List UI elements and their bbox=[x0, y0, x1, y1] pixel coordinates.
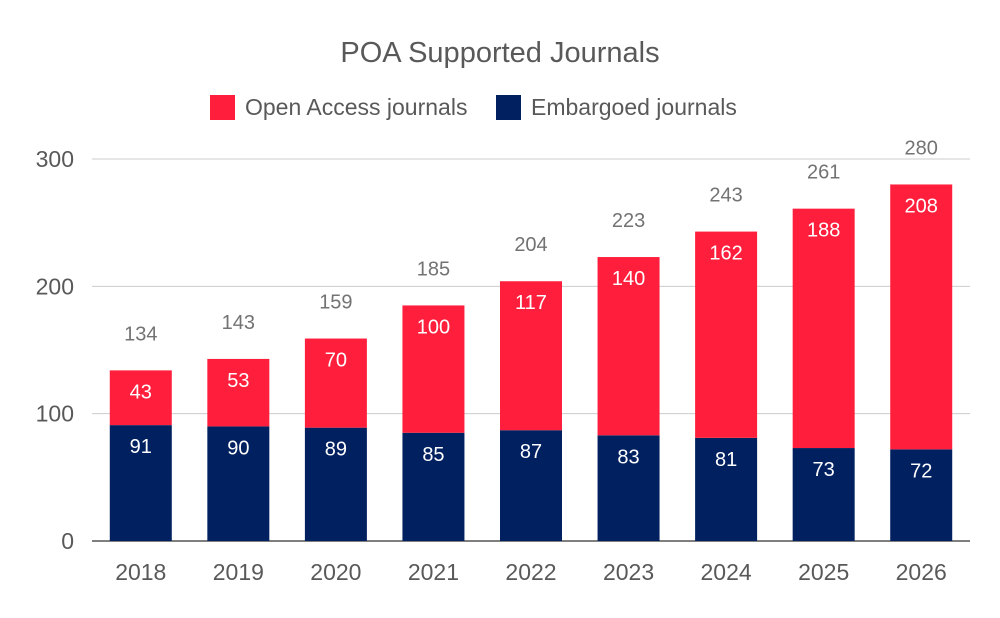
bar-segment bbox=[792, 448, 855, 541]
data-label: 53 bbox=[227, 370, 249, 392]
y-axis-ticks: 0 100 200 300 bbox=[36, 146, 74, 554]
bar-segment bbox=[695, 231, 758, 438]
bar-group: 91 43 134 bbox=[109, 323, 172, 541]
bar-segment bbox=[207, 426, 270, 541]
y-tick-label: 300 bbox=[36, 146, 74, 172]
legend-swatch bbox=[496, 95, 521, 120]
data-label: 83 bbox=[617, 446, 639, 468]
total-label: 159 bbox=[319, 292, 352, 314]
data-label: 43 bbox=[130, 381, 152, 403]
x-tick-label: 2021 bbox=[408, 559, 459, 585]
bar-group: 87 117 204 bbox=[500, 234, 562, 541]
bar-segment bbox=[304, 427, 367, 541]
total-label: 134 bbox=[124, 323, 157, 345]
data-label: 73 bbox=[813, 459, 835, 481]
x-tick-label: 2020 bbox=[310, 559, 361, 585]
x-tick-label: 2024 bbox=[701, 559, 752, 585]
bars: 91 43 134 90 53 143 89 70 159 85 100 185 87 117 204 83 1… bbox=[109, 137, 953, 541]
data-label: 87 bbox=[520, 441, 542, 463]
bar-segment bbox=[792, 208, 855, 449]
data-label: 81 bbox=[715, 449, 737, 471]
data-label: 89 bbox=[325, 439, 347, 461]
data-label: 208 bbox=[905, 195, 938, 217]
y-tick-label: 0 bbox=[61, 528, 74, 554]
total-label: 243 bbox=[709, 185, 742, 207]
bar-group: 85 100 185 bbox=[402, 258, 465, 541]
bar-segment bbox=[890, 449, 953, 541]
data-label: 117 bbox=[515, 292, 547, 314]
legend-label: Open Access journals bbox=[245, 94, 467, 120]
bar-segment bbox=[109, 370, 172, 426]
legend: Open Access journals Embargoed journals bbox=[210, 94, 737, 120]
bar-group: 72 208 280 bbox=[890, 137, 953, 541]
bar-segment bbox=[207, 358, 270, 427]
y-tick-label: 200 bbox=[36, 273, 74, 299]
bar-group: 90 53 143 bbox=[207, 312, 270, 541]
bar-segment bbox=[109, 425, 172, 541]
legend-label: Embargoed journals bbox=[531, 94, 737, 120]
bar-segment bbox=[597, 435, 660, 541]
data-label: 70 bbox=[325, 350, 347, 372]
data-label: 85 bbox=[422, 444, 444, 466]
chart-title: POA Supported Journals bbox=[340, 37, 659, 69]
x-tick-label: 2026 bbox=[896, 559, 947, 585]
bar-segment bbox=[304, 338, 367, 428]
x-tick-label: 2025 bbox=[798, 559, 849, 585]
bar-segment bbox=[500, 430, 562, 541]
data-label: 90 bbox=[227, 437, 249, 459]
bar-group: 83 140 223 bbox=[597, 210, 660, 541]
bar-segment bbox=[695, 437, 758, 541]
bar-group: 73 188 261 bbox=[792, 162, 855, 541]
bar-group: 89 70 159 bbox=[304, 292, 367, 541]
x-axis-ticks: 2018 2019 2020 2021 2022 2023 2024 2025 2026 bbox=[115, 559, 947, 585]
bar-group: 81 162 243 bbox=[695, 185, 758, 541]
bar-segment bbox=[402, 432, 465, 541]
y-tick-label: 100 bbox=[36, 401, 74, 427]
legend-item: Embargoed journals bbox=[496, 94, 737, 120]
legend-swatch bbox=[210, 95, 235, 120]
data-label: 72 bbox=[910, 460, 932, 482]
x-tick-label: 2019 bbox=[213, 559, 264, 585]
bar-segment bbox=[500, 281, 562, 431]
x-tick-label: 2023 bbox=[603, 559, 654, 585]
total-label: 204 bbox=[514, 234, 547, 256]
data-label: 91 bbox=[130, 436, 152, 458]
data-label: 140 bbox=[612, 268, 645, 290]
total-label: 143 bbox=[222, 312, 255, 334]
bar-segment bbox=[402, 305, 465, 433]
data-label: 188 bbox=[807, 220, 840, 242]
data-label: 100 bbox=[417, 316, 450, 338]
x-tick-label: 2018 bbox=[115, 559, 166, 585]
total-label: 261 bbox=[807, 162, 840, 184]
total-label: 185 bbox=[417, 258, 450, 280]
x-tick-label: 2022 bbox=[505, 559, 556, 585]
legend-item: Open Access journals bbox=[210, 94, 467, 120]
data-label: 162 bbox=[709, 243, 742, 265]
total-label: 280 bbox=[905, 137, 938, 159]
bar-segment bbox=[890, 184, 953, 450]
bar-segment bbox=[597, 257, 660, 436]
total-label: 223 bbox=[612, 210, 645, 232]
